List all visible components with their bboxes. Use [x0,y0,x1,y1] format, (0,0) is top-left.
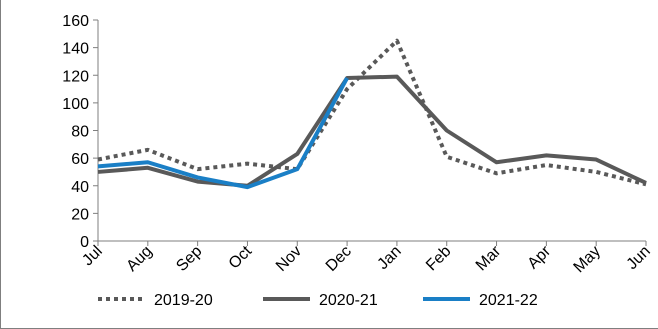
y-tick-label: 0 [80,234,89,251]
x-tick-label: Sep [173,243,205,275]
series-line-2020-21 [97,74,647,188]
y-tick-label: 60 [71,151,89,168]
y-tick-label: 20 [71,206,89,223]
x-tick-label: Oct [226,242,256,272]
series-line-2021-22 [97,77,349,190]
legend-label: 2019-20 [154,292,213,309]
x-tick-label: Apr [525,242,555,272]
y-tick-label: 140 [62,41,89,58]
y-tick-label: 80 [71,124,89,141]
x-tick-label: Mar [473,242,505,274]
y-tick-label: 40 [71,179,89,196]
y-tick-label: 160 [62,13,89,30]
x-tick-label: Nov [273,243,305,275]
x-tick-label: Aug [123,243,155,275]
y-tick-label: 120 [62,68,89,85]
series-line-2019-20 [97,38,647,187]
x-tick-label: Jun [624,243,654,273]
x-tick-label: May [571,243,604,276]
legend-label: 2021-22 [479,292,538,309]
legend-label: 2020-21 [319,292,378,309]
x-tick-label: Jan [374,243,404,273]
x-tick-label: Feb [423,243,455,275]
series-layer [97,38,647,190]
x-tick-label: Dec [323,243,355,275]
legend: 2019-20 2020-21 2021-22 [98,292,538,309]
y-tick-label: 100 [62,96,89,113]
